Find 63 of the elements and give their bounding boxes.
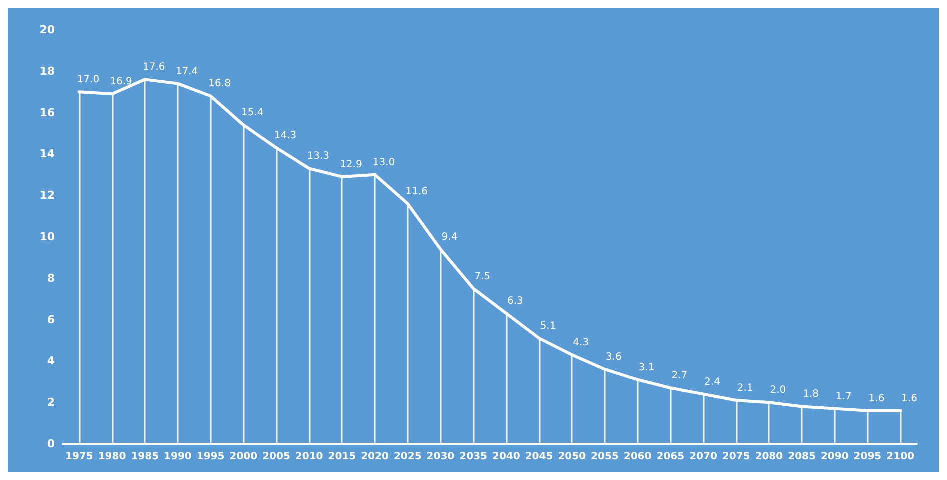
x-tick-label: 2050 — [558, 452, 586, 462]
data-label: 17.4 — [176, 66, 198, 78]
x-tick-label: 2005 — [262, 452, 290, 462]
y-tick-label: 20 — [40, 24, 56, 36]
y-tick-label: 8 — [47, 272, 55, 285]
y-tick-label: 4 — [47, 354, 56, 368]
data-label: 2.0 — [770, 385, 786, 396]
data-label: 6.3 — [507, 296, 524, 308]
data-label: 17.0 — [77, 74, 100, 86]
data-label: 12.9 — [340, 159, 362, 170]
x-tick-label: 1975 — [66, 452, 94, 462]
x-tick-label: 2030 — [426, 452, 455, 462]
x-tick-label: 2065 — [656, 452, 685, 462]
y-tick-label: 16 — [40, 106, 56, 120]
x-tick-label: 2095 — [854, 452, 882, 462]
data-label: 13.0 — [372, 157, 396, 168]
data-label: 2.1 — [737, 383, 754, 394]
data-label: 17.6 — [142, 62, 166, 74]
x-tick-label: 2075 — [722, 452, 750, 462]
data-label: 1.8 — [803, 389, 819, 400]
y-tick-label: 12 — [40, 189, 55, 202]
data-label: 15.4 — [242, 108, 264, 119]
x-tick-label: 2020 — [361, 452, 389, 462]
data-label: 11.6 — [406, 186, 428, 198]
y-tick-label: 0 — [47, 438, 56, 450]
x-tick-label: 1995 — [196, 452, 225, 462]
x-tick-label: 2055 — [591, 452, 619, 462]
data-label: 7.5 — [474, 271, 491, 282]
data-label: 1.6 — [902, 393, 918, 404]
y-tick-label: 2 — [47, 396, 55, 410]
data-label: 4.3 — [573, 337, 590, 348]
x-tick-label: 2015 — [328, 452, 356, 462]
data-label: 16.8 — [208, 78, 231, 90]
data-label: 13.3 — [307, 151, 330, 162]
x-tick-label: 2090 — [820, 452, 849, 462]
x-tick-label: 2045 — [525, 452, 554, 462]
x-tick-label: 2040 — [492, 452, 520, 462]
data-label: 5.1 — [540, 320, 556, 332]
data-label: 16.9 — [110, 76, 132, 88]
x-tick-label: 2010 — [295, 452, 324, 462]
x-tick-label: 2035 — [460, 452, 488, 462]
data-label: 1.6 — [868, 393, 885, 404]
data-label: 2.7 — [672, 370, 688, 382]
x-tick-label: 2100 — [886, 452, 915, 462]
x-tick-label: 2000 — [230, 452, 258, 462]
data-label: 3.6 — [606, 352, 622, 363]
x-tick-label: 1990 — [164, 452, 192, 462]
x-tick-label: 2085 — [788, 452, 816, 462]
x-tick-label: 1985 — [131, 452, 160, 462]
data-label: 1.7 — [836, 391, 852, 402]
data-label: 14.3 — [274, 130, 297, 142]
x-tick-label: 1980 — [98, 452, 126, 462]
x-tick-label: 2070 — [690, 452, 718, 462]
x-tick-label: 2080 — [755, 452, 784, 462]
y-tick-label: 6 — [47, 313, 56, 326]
data-label: 2.4 — [704, 376, 720, 388]
y-tick-label: 14 — [40, 148, 56, 161]
data-label: 3.1 — [638, 362, 655, 374]
y-tick-label: 18 — [40, 64, 55, 78]
x-tick-label: 2025 — [394, 452, 422, 462]
data-label: 9.4 — [442, 232, 458, 243]
y-tick-label: 10 — [40, 230, 56, 244]
x-tick-label: 2060 — [624, 452, 652, 462]
